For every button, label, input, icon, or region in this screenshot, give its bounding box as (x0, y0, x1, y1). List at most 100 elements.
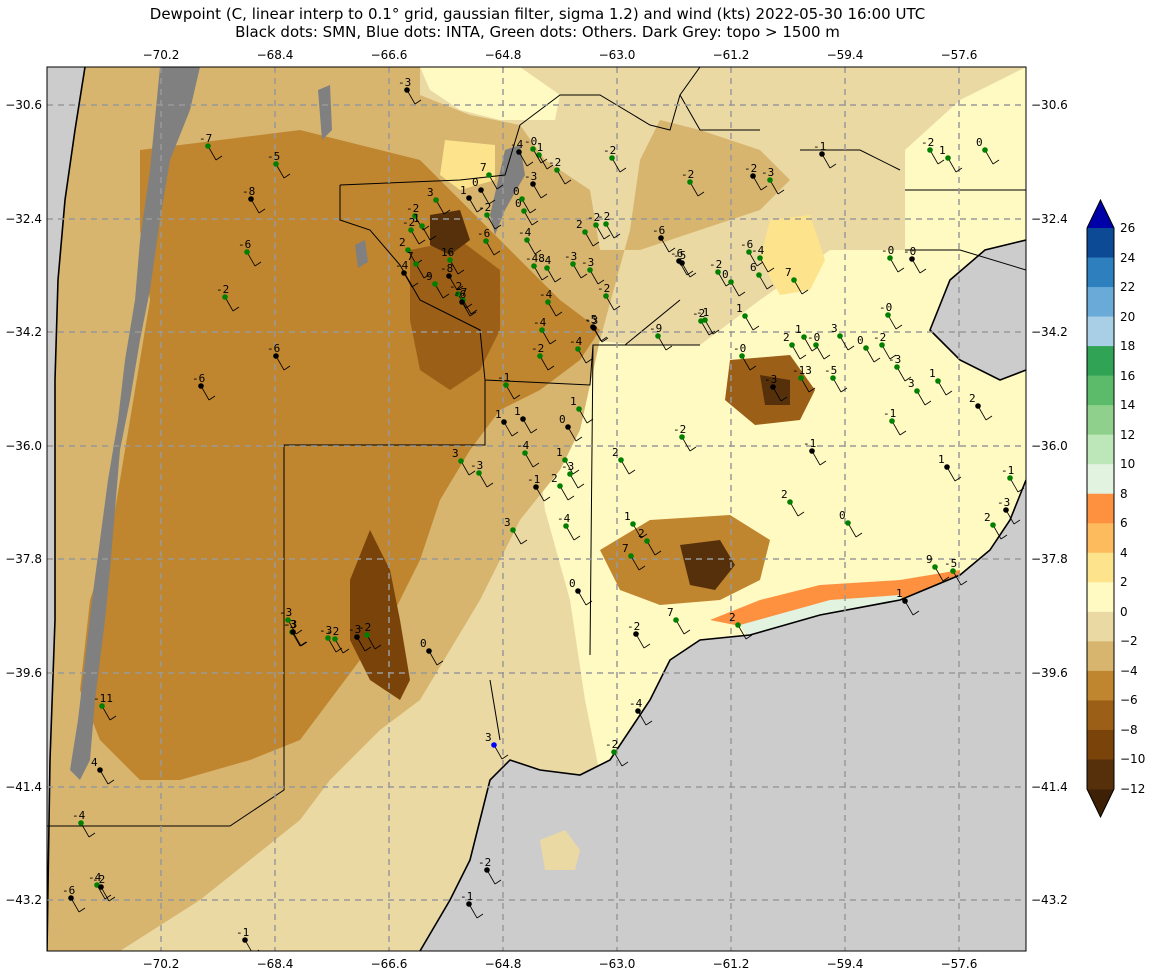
station-dot-other (205, 143, 211, 149)
wind-barb-tick (411, 282, 419, 288)
station-dot-other (746, 249, 752, 255)
wind-barb-tick (443, 209, 451, 215)
lat-tick-right: −34.2 (1031, 325, 1068, 339)
lon-tick-top: −59.4 (827, 48, 864, 62)
wind-barb-tick (215, 155, 223, 161)
wind-barb-tick (897, 267, 905, 273)
station-dot-other (544, 265, 550, 271)
wind-barb-tick (689, 446, 697, 452)
station-label: -2 (709, 258, 722, 271)
colorbar-bin (1087, 582, 1114, 613)
colorbar-tick: 6 (1120, 516, 1128, 530)
station-dot-other (285, 617, 291, 623)
station-dot-other (739, 353, 745, 359)
station-dot-smn (520, 416, 526, 422)
wind-barb-tick (847, 345, 855, 351)
wind-barb-tick (823, 354, 831, 360)
wind-barb-tick (749, 365, 757, 371)
station-label: -0 (903, 245, 916, 258)
station-dot-other (644, 538, 650, 544)
station-dot-inta (491, 742, 497, 748)
station-dot-other (531, 263, 537, 269)
wind-barb-tick (342, 648, 350, 654)
wind-barb-tick (456, 285, 464, 291)
station-label: 4 (91, 756, 98, 769)
station-label: -5 (267, 150, 280, 163)
station-dot-other (603, 221, 609, 227)
station-dot-other (554, 167, 560, 173)
station-label: -2 (449, 280, 462, 293)
station-label: -7 (454, 286, 467, 299)
colorbar-tick: 16 (1120, 369, 1135, 383)
station-dot-other (603, 293, 609, 299)
station-dot-smn (635, 708, 641, 714)
station-dot-smn (273, 353, 279, 359)
station-label: -2 (587, 211, 600, 224)
station-label: -4 (518, 226, 532, 239)
station-label: -1 (1001, 464, 1014, 477)
station-label: 1 (413, 212, 420, 225)
field-zone-minus8-to-minus12-center (430, 210, 470, 255)
wind-barb-tick (954, 476, 962, 482)
station-label: 1 (736, 302, 743, 315)
station-label: 3 (485, 731, 492, 744)
station-dot-smn (446, 273, 452, 279)
wind-barb-tick (547, 365, 555, 371)
station-label: -3 (561, 460, 574, 473)
station-label: -8 (242, 185, 255, 198)
colorbar-tick: 18 (1120, 339, 1135, 353)
wind-barb-tick (300, 641, 308, 647)
wind-barb-tick (540, 158, 548, 164)
station-label: -3 (470, 459, 483, 472)
station-label: -6 (267, 342, 280, 355)
station-dot-other (433, 197, 439, 203)
station-dot-smn (565, 424, 571, 430)
station-dot-other (1007, 475, 1013, 481)
colorbar-tick: −6 (1120, 693, 1138, 707)
wind-barb-tick (78, 907, 86, 913)
wind-barb-tick (476, 207, 484, 213)
wind-barb-tick (767, 267, 775, 273)
station-dot-other (570, 261, 576, 267)
station-dot-other (735, 622, 741, 628)
colorbar-tick: 22 (1120, 280, 1135, 294)
station-label: 1 (495, 408, 502, 421)
station-dot-smn (575, 588, 581, 594)
station-dot-other (432, 281, 438, 287)
colorbar-tick: 8 (1120, 487, 1128, 501)
station-dot-other (630, 521, 636, 527)
station-label: -11 (93, 692, 113, 705)
map-area: -3-7-5-8-6-2-6-63 107-2-20-21162-479-2-8-… (47, 67, 1026, 951)
station-dot-other (587, 267, 593, 273)
station-label: -2 (921, 136, 934, 149)
wind-barb-tick (955, 167, 963, 173)
field-zone-0-to-2-north (420, 67, 560, 120)
station-label: -9 (649, 322, 662, 335)
station-label: -5 (824, 364, 837, 377)
wind-barb-tick (513, 394, 521, 400)
lon-tick-bottom: −64.8 (485, 957, 522, 971)
station-dot-other (99, 703, 105, 709)
station-dot-smn (770, 384, 776, 390)
station-label: -2 (478, 201, 491, 214)
station-dot-other (789, 342, 795, 348)
station-dot-smn (242, 937, 248, 943)
lat-ticks-right: −30.6 −32.4 −34.2 −36.0 −37.8 −39.6 −41.… (1031, 98, 1068, 907)
wind-barb-tick (543, 496, 551, 502)
station-dot-smn (819, 151, 825, 157)
wind-barb-tick (760, 185, 768, 191)
wind-barb-tick (546, 164, 554, 170)
station-label: -3 (564, 250, 577, 263)
station-dot-other (519, 196, 525, 202)
station-dot-smn (466, 195, 472, 201)
lat-tick-right: −39.6 (1031, 666, 1068, 680)
station-label: 9 (426, 270, 433, 283)
wind-barb-tick (554, 277, 562, 283)
station-label: -2 (597, 282, 610, 295)
lon-tick-bottom: −57.6 (941, 957, 978, 971)
station-dot-other (244, 249, 250, 255)
wind-barb-tick (799, 354, 807, 360)
southern-peninsula-land (540, 830, 580, 870)
station-dot-other (582, 229, 588, 235)
station-dot-other (522, 450, 528, 456)
